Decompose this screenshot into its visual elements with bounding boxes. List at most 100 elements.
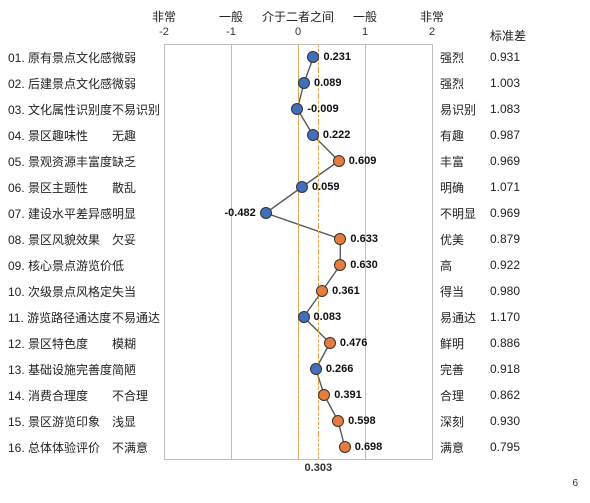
row-right-anchor: 有趣: [432, 127, 486, 144]
row-left-anchor: 浅显: [112, 413, 164, 430]
value-label: -0.009: [307, 103, 338, 115]
axis-category-label: 一般: [219, 8, 243, 25]
row-item-label: 12. 景区特色度: [8, 335, 112, 352]
chart-row: 10. 次级景点风格定位失当0.361得当0.980: [8, 278, 582, 304]
row-item-label: 16. 总体体验评价: [8, 439, 112, 456]
axis-area: 非常一般介于二者之间一般非常-2-1012: [164, 8, 432, 44]
chart-row: 03. 文化属性识别度不易识别-0.009易识别1.083: [8, 96, 582, 122]
row-item-label: 02. 后建景点文化感: [8, 75, 112, 92]
value-label: 0.361: [332, 285, 360, 297]
chart-row: 14. 消费合理度不合理0.391合理0.862: [8, 382, 582, 408]
row-plot-cell: 0.059: [164, 174, 432, 200]
mean-value-label: 0.303: [305, 462, 333, 474]
axis-category-label: 介于二者之间: [262, 8, 334, 25]
value-label: 0.089: [314, 77, 342, 89]
row-sd-value: 0.987: [486, 128, 538, 142]
data-marker: [333, 155, 345, 167]
row-right-anchor: 强烈: [432, 75, 486, 92]
row-item-label: 08. 景区风貌效果: [8, 231, 112, 248]
row-right-anchor: 易通达: [432, 309, 486, 326]
value-label: 0.083: [314, 311, 342, 323]
data-marker: [318, 389, 330, 401]
row-left-anchor: 失当: [112, 283, 164, 300]
row-left-anchor: 微弱: [112, 49, 164, 66]
row-plot-cell: 0.361: [164, 278, 432, 304]
axis-category-label: 非常: [152, 8, 176, 25]
data-marker: [298, 311, 310, 323]
chart-row: 06. 景区主题性散乱0.059明确1.071: [8, 174, 582, 200]
chart-row: 09. 核心景点游览价值低0.630高0.922: [8, 252, 582, 278]
value-label: 0.609: [349, 155, 377, 167]
row-plot-cell: 0.231: [164, 44, 432, 70]
row-right-anchor: 高: [432, 257, 486, 274]
row-sd-value: 1.003: [486, 76, 538, 90]
row-sd-value: 0.969: [486, 206, 538, 220]
row-sd-value: 0.795: [486, 440, 538, 454]
row-sd-value: 0.930: [486, 414, 538, 428]
row-item-label: 05. 景观资源丰富度: [8, 153, 112, 170]
row-item-label: 11. 游览路径通达度: [8, 309, 112, 326]
row-left-anchor: 欠妥: [112, 231, 164, 248]
row-sd-value: 0.969: [486, 154, 538, 168]
row-plot-cell: -0.009: [164, 96, 432, 122]
row-item-label: 10. 次级景点风格定位: [8, 283, 112, 300]
axis-category-label: 非常: [420, 8, 444, 25]
row-sd-value: 0.980: [486, 284, 538, 298]
row-left-anchor: 不满意: [112, 439, 164, 456]
axis-tick-label: 2: [429, 26, 435, 38]
chart-header: 非常一般介于二者之间一般非常-2-1012 标准差: [8, 8, 582, 44]
axis-tick-label: 0: [295, 26, 301, 38]
data-marker: [307, 129, 319, 141]
data-marker: [260, 207, 272, 219]
row-plot-cell: 0.630: [164, 252, 432, 278]
page-number: 6: [8, 476, 582, 489]
data-marker: [296, 181, 308, 193]
row-sd-value: 0.862: [486, 388, 538, 402]
value-label: 0.231: [323, 51, 351, 63]
row-right-anchor: 强烈: [432, 49, 486, 66]
row-right-anchor: 鲜明: [432, 335, 486, 352]
value-label: 0.059: [312, 181, 340, 193]
chart-row: 11. 游览路径通达度不易通达 0.083 易通达1.170: [8, 304, 582, 330]
chart-row: 16. 总体体验评价不满意0.698满意0.795: [8, 434, 582, 460]
row-plot-cell: 0.609: [164, 148, 432, 174]
row-left-anchor: 不易通达: [112, 309, 164, 326]
data-marker: [334, 233, 346, 245]
row-sd-value: 1.083: [486, 102, 538, 116]
axis-tick-label: -2: [159, 26, 169, 38]
chart-row: 05. 景观资源丰富度缺乏0.609丰富0.969: [8, 148, 582, 174]
row-right-anchor: 满意: [432, 439, 486, 456]
row-left-anchor: 无趣: [112, 127, 164, 144]
row-sd-value: 1.170: [486, 310, 538, 324]
row-right-anchor: 合理: [432, 387, 486, 404]
row-item-label: 06. 景区主题性: [8, 179, 112, 196]
row-plot-cell: 0.476: [164, 330, 432, 356]
row-sd-value: 0.886: [486, 336, 538, 350]
row-plot-cell: 0.222: [164, 122, 432, 148]
row-left-anchor: 不合理: [112, 387, 164, 404]
row-left-anchor: 缺乏: [112, 153, 164, 170]
row-right-anchor: 完善: [432, 361, 486, 378]
sd-header: 标准差: [486, 27, 538, 44]
value-label: 0.633: [350, 233, 378, 245]
row-item-label: 07. 建设水平差异感: [8, 205, 112, 222]
row-sd-value: 0.922: [486, 258, 538, 272]
value-label: 0.266: [326, 363, 354, 375]
row-item-label: 03. 文化属性识别度: [8, 101, 112, 118]
row-left-anchor: 简陋: [112, 361, 164, 378]
row-right-anchor: 易识别: [432, 101, 486, 118]
data-marker: [307, 51, 319, 63]
chart-row: 15. 景区游览印象浅显0.598深刻0.930: [8, 408, 582, 434]
row-item-label: 04. 景区趣味性: [8, 127, 112, 144]
value-label: 0.222: [323, 129, 351, 141]
axis-category-label: 一般: [353, 8, 377, 25]
data-marker: [324, 337, 336, 349]
row-right-anchor: 优美: [432, 231, 486, 248]
row-plot-cell: 0.698: [164, 434, 432, 460]
chart-row: 13. 基础设施完善度简陋0.266完善0.918: [8, 356, 582, 382]
row-plot-cell: -0.482: [164, 200, 432, 226]
chart-row: 08. 景区风貌效果欠妥0.633优美0.879: [8, 226, 582, 252]
value-label: 0.598: [348, 415, 376, 427]
value-label: -0.482: [225, 207, 256, 219]
row-left-anchor: 低: [112, 257, 164, 274]
